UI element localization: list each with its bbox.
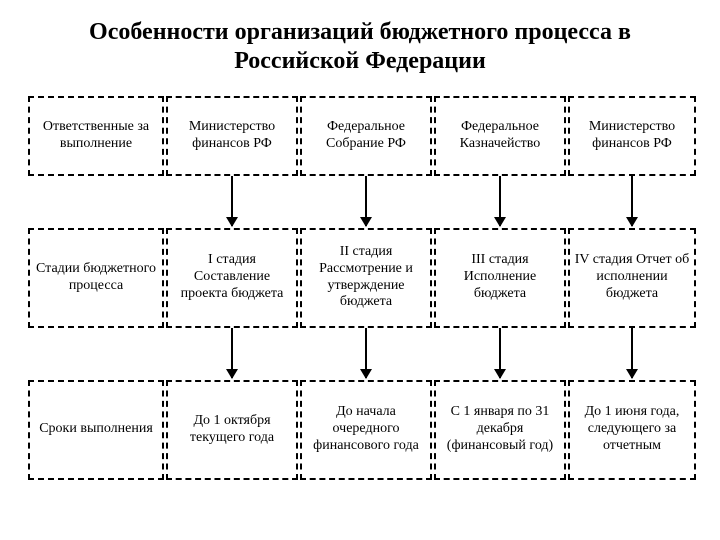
diagram-grid: Ответственные за выполнение Министерство…: [28, 96, 692, 480]
stage-0: I стадия Составление проекта бюджета: [166, 228, 298, 328]
deadline-3: До 1 июня года, следующего за отчетным: [568, 380, 696, 480]
arrow: [231, 176, 233, 226]
row-label-stages: Стадии бюджетного процесса: [28, 228, 164, 328]
responsible-3: Министерство финансов РФ: [568, 96, 696, 176]
arrow: [499, 328, 501, 378]
stage-2: III стадия Исполнение бюджета: [434, 228, 566, 328]
arrow: [365, 176, 367, 226]
row-label-responsible: Ответственные за выполнение: [28, 96, 164, 176]
deadline-1: До начала очередного финансового года: [300, 380, 432, 480]
stage-3: IV стадия Отчет об исполнении бюджета: [568, 228, 696, 328]
row-label-deadlines: Сроки выполнения: [28, 380, 164, 480]
responsible-0: Министерство финансов РФ: [166, 96, 298, 176]
responsible-2: Федеральное Казначейство: [434, 96, 566, 176]
deadline-0: До 1 октября текущего года: [166, 380, 298, 480]
responsible-1: Федеральное Собрание РФ: [300, 96, 432, 176]
arrow: [499, 176, 501, 226]
arrow: [631, 328, 633, 378]
deadline-2: С 1 января по 31 декабря (финансовый год…: [434, 380, 566, 480]
arrow: [231, 328, 233, 378]
stage-1: II стадия Рассмотрение и утверждение бюд…: [300, 228, 432, 328]
page-title: Особенности организаций бюджетного проце…: [28, 18, 692, 76]
arrow: [631, 176, 633, 226]
arrow: [365, 328, 367, 378]
